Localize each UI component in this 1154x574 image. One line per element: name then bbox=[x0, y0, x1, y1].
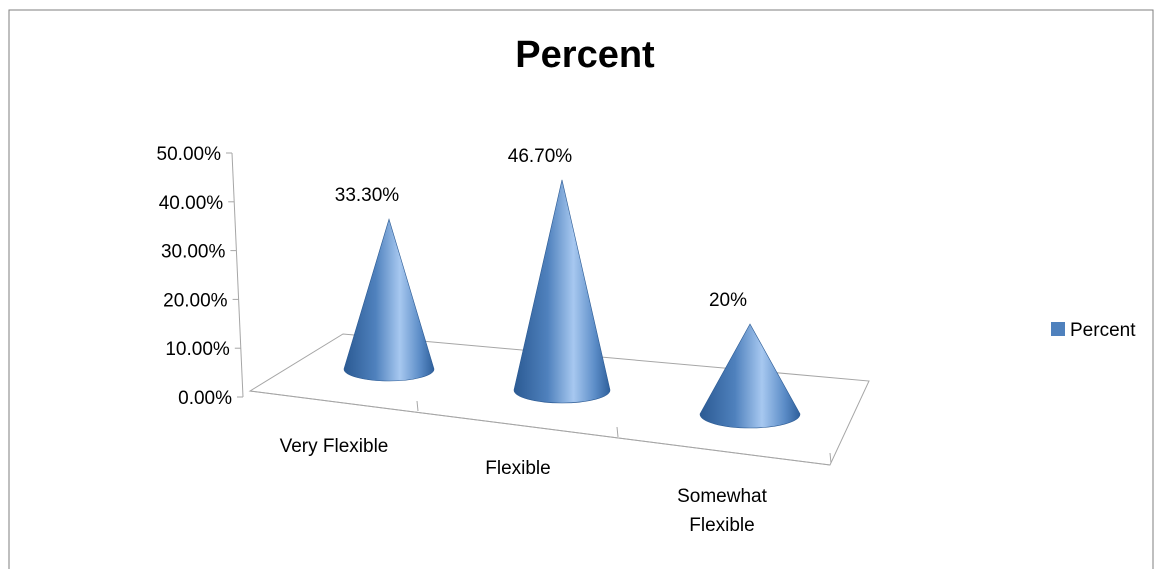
x-axis-line bbox=[249, 390, 831, 466]
x-tick-mark bbox=[416, 400, 419, 412]
value-labels: 33.30% 46.70% 20% bbox=[335, 146, 747, 311]
cone-1 bbox=[343, 218, 435, 382]
y-tick-label: 30.00% bbox=[161, 242, 226, 263]
y-tick-label: 40.00% bbox=[159, 193, 224, 214]
x-tick-mark bbox=[829, 452, 832, 464]
legend-label: Percent bbox=[1070, 320, 1136, 341]
category-label: Somewhat Flexible bbox=[677, 486, 767, 536]
x-tick-mark bbox=[616, 426, 619, 438]
y-tick-label: 20.00% bbox=[163, 290, 228, 311]
y-axis-line bbox=[231, 152, 244, 398]
cone-3 bbox=[699, 323, 801, 429]
y-axis-ticks: 0.00% 10.00% 20.00% 30.00% 40.00% 50.00% bbox=[157, 144, 243, 409]
value-label: 46.70% bbox=[508, 146, 573, 167]
y-tick-label: 0.00% bbox=[178, 388, 232, 409]
cone-2 bbox=[513, 179, 611, 404]
category-label: Flexible bbox=[485, 458, 550, 479]
legend-swatch bbox=[1051, 322, 1065, 336]
value-label: 20% bbox=[709, 290, 747, 311]
chart-title: Percent bbox=[515, 34, 655, 76]
cone-body bbox=[513, 179, 611, 404]
category-label: Very Flexible bbox=[280, 436, 389, 457]
plot-frame bbox=[231, 152, 870, 466]
cone-body bbox=[699, 323, 801, 429]
y-tick-label: 50.00% bbox=[157, 144, 222, 165]
category-labels: Very Flexible Flexible Somewhat Flexible bbox=[280, 400, 832, 536]
value-label: 33.30% bbox=[335, 185, 400, 206]
y-tick-label: 10.00% bbox=[165, 339, 230, 360]
legend: Percent bbox=[1051, 320, 1136, 341]
cone-body bbox=[343, 218, 435, 382]
cones bbox=[343, 179, 801, 429]
